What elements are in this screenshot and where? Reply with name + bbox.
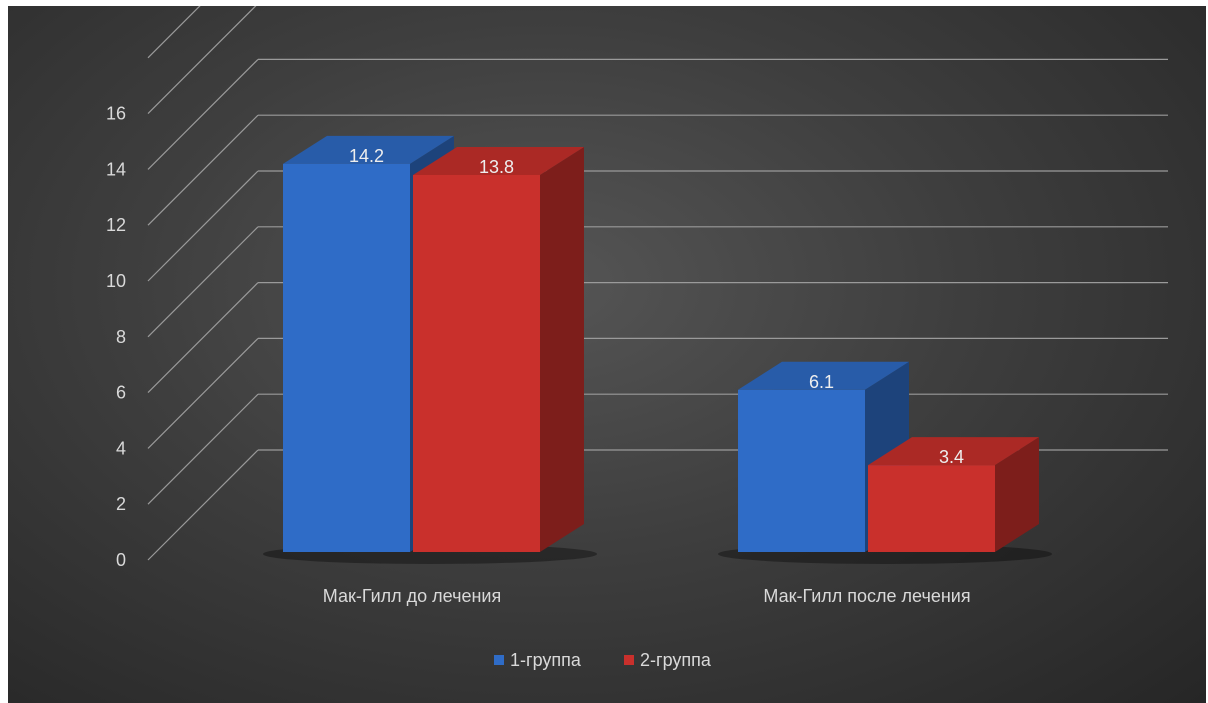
legend-swatch [624, 655, 634, 665]
bar-top [738, 361, 909, 390]
gridline-side [147, 282, 259, 394]
gridline-side [147, 114, 259, 226]
category-label: Мак-Гилл до лечения [323, 586, 501, 606]
bar-top [413, 146, 584, 175]
chart-svg: 0 2 4 6 8 10 12 14 16 14.2 13.8 6.1 3.4 Мак-Гилл до… [106, 6, 1168, 670]
bar-side [540, 146, 584, 553]
chart-panel: 0 2 4 6 8 10 12 14 16 14.2 13.8 6.1 3.4 Мак-Гилл до… [8, 6, 1206, 703]
data-label: 14.2 [349, 146, 384, 166]
gridline-side [147, 449, 259, 561]
data-labels: 14.2 13.8 6.1 3.4 [349, 146, 964, 467]
gridline-side [147, 58, 259, 170]
bar [283, 163, 410, 552]
bar-side [995, 437, 1039, 552]
legend: 1-группа 2-группа [494, 650, 712, 670]
category-label: Мак-Гилл после лечения [763, 586, 970, 606]
bars [263, 135, 1052, 564]
data-label: 6.1 [809, 372, 834, 392]
data-label: 3.4 [939, 447, 964, 467]
y-tick-label: 0 [116, 550, 126, 570]
gridline-side [147, 170, 259, 282]
bar-top [868, 437, 1039, 466]
legend-label: 1-группа [510, 650, 582, 670]
bar [738, 389, 865, 552]
data-label: 13.8 [479, 157, 514, 177]
legend-label: 2-группа [640, 650, 712, 670]
y-tick-label: 16 [106, 104, 126, 124]
y-tick-label: 12 [106, 215, 126, 235]
y-tick-label: 4 [116, 438, 126, 458]
bar-top [283, 135, 454, 164]
y-axis-ticks: 0 2 4 6 8 10 12 14 16 [106, 104, 126, 570]
category-labels: Мак-Гилл до лечения Мак-Гилл после лечени… [323, 586, 971, 606]
legend-swatch [494, 655, 504, 665]
gridline-side [147, 226, 259, 338]
gridline-side [147, 6, 257, 115]
y-tick-label: 8 [116, 327, 126, 347]
y-tick-label: 2 [116, 494, 126, 514]
bar [413, 174, 540, 553]
gridline-side [147, 337, 259, 449]
y-tick-label: 6 [116, 383, 126, 403]
bar [868, 465, 995, 552]
y-tick-label: 10 [106, 271, 126, 291]
y-tick-label: 14 [106, 159, 126, 179]
gridline-side [147, 393, 259, 505]
gridline-side [147, 6, 201, 59]
